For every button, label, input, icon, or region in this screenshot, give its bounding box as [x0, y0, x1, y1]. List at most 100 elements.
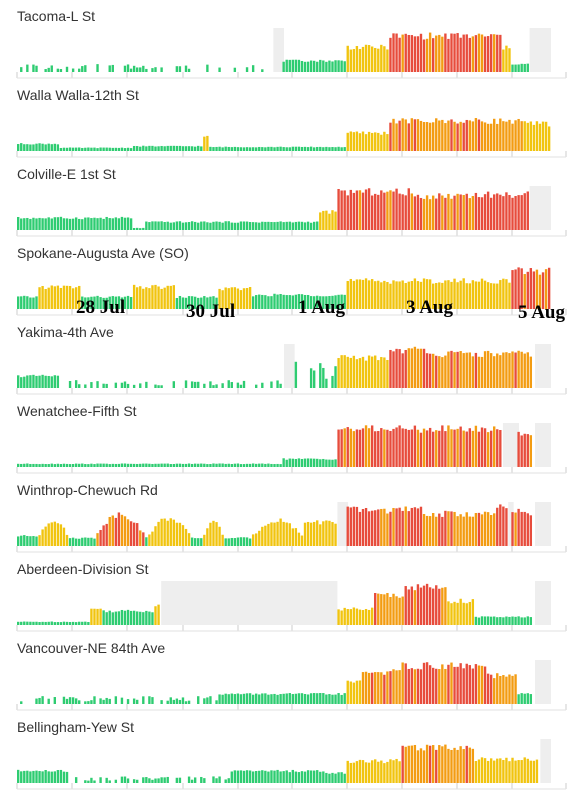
aqi-bar	[114, 296, 118, 309]
aqi-bar	[178, 777, 182, 783]
aqi-bar	[355, 608, 359, 625]
aqi-bar	[279, 464, 282, 467]
aqi-bar	[151, 463, 154, 467]
aqi-bar	[468, 198, 471, 230]
aqi-bar	[343, 607, 346, 625]
aqi-bar	[489, 353, 493, 388]
aqi-bar	[471, 36, 475, 72]
aqi-bar	[438, 34, 441, 72]
aqi-bar	[35, 621, 38, 625]
aqi-bar	[187, 463, 191, 467]
panel-title: Walla Walla-12th St	[17, 87, 139, 103]
aqi-bar	[20, 535, 23, 546]
aqi-bar	[26, 296, 29, 309]
aqi-bar	[270, 522, 273, 546]
aqi-bar	[105, 147, 108, 151]
aqi-bar	[108, 698, 111, 704]
aqi-bar	[438, 430, 441, 467]
aqi-bar	[450, 33, 453, 72]
aqi-bar	[480, 514, 484, 546]
aqi-bar	[398, 120, 401, 151]
aqi-bar	[139, 530, 142, 546]
aqi-bar	[65, 463, 69, 467]
aqi-bar	[450, 511, 453, 546]
aqi-bar	[221, 290, 224, 309]
aqi-bar	[520, 268, 523, 309]
panel-bar-chart	[16, 581, 567, 632]
aqi-bar	[441, 516, 444, 546]
aqi-bar	[151, 531, 154, 546]
aqi-bar	[404, 428, 407, 467]
aqi-bar	[111, 463, 114, 467]
aqi-bar	[23, 770, 26, 783]
aqi-bar	[102, 218, 105, 230]
aqi-bar	[68, 147, 72, 151]
aqi-bar	[474, 192, 478, 230]
aqi-bar	[389, 511, 392, 546]
aqi-bar	[236, 463, 240, 467]
aqi-bar	[316, 693, 319, 704]
aqi-bar	[261, 463, 264, 467]
aqi-bar	[96, 218, 99, 230]
aqi-bar	[267, 146, 270, 151]
aqi-bar	[264, 770, 267, 783]
aqi-bar	[422, 750, 426, 783]
no-data-block	[284, 344, 295, 388]
aqi-bar	[44, 289, 47, 309]
aqi-bar	[291, 458, 295, 467]
aqi-bar	[44, 526, 47, 546]
aqi-bar	[139, 67, 142, 72]
aqi-bar	[401, 280, 404, 309]
aqi-bar	[352, 607, 356, 625]
aqi-bar	[303, 458, 307, 467]
aqi-bar	[20, 377, 23, 388]
aqi-bar	[419, 197, 423, 230]
aqi-bar	[32, 217, 35, 230]
aqi-bar	[337, 146, 340, 151]
aqi-bar	[355, 506, 359, 546]
aqi-bar	[322, 296, 325, 309]
aqi-bar	[508, 119, 511, 151]
aqi-bar	[431, 38, 435, 72]
aqi-bar	[108, 218, 111, 230]
aqi-bar	[538, 123, 542, 151]
aqi-bar	[312, 147, 316, 151]
aqi-bar	[276, 380, 279, 388]
aqi-bar	[493, 760, 496, 783]
aqi-bar	[541, 121, 545, 151]
aqi-bar	[462, 34, 465, 72]
aqi-bar	[349, 609, 352, 625]
aqi-bar	[511, 64, 514, 72]
aqi-bar	[279, 146, 282, 151]
aqi-bar	[276, 221, 279, 230]
aqi-bar	[392, 428, 395, 467]
aqi-bar	[87, 147, 90, 151]
aqi-bar	[20, 296, 23, 309]
aqi-bar	[160, 67, 163, 72]
aqi-bar	[319, 363, 322, 388]
aqi-bar	[178, 221, 182, 230]
aqi-bar	[35, 218, 38, 230]
aqi-bar	[32, 297, 35, 309]
aqi-bar	[38, 464, 41, 467]
aqi-bar	[316, 520, 319, 546]
aqi-bar	[374, 593, 377, 625]
aqi-bar	[374, 510, 377, 546]
aqi-bar	[74, 538, 78, 546]
aqi-bar	[193, 221, 197, 230]
aqi-bar	[459, 598, 462, 625]
aqi-bar	[215, 146, 218, 151]
aqi-bar	[370, 607, 374, 625]
aqi-bar	[374, 193, 377, 230]
aqi-bar	[435, 118, 438, 151]
aqi-bar	[300, 458, 304, 467]
aqi-bar	[108, 610, 111, 625]
aqi-bar	[486, 432, 490, 467]
aqi-bar	[151, 68, 154, 72]
aqi-bar	[471, 356, 475, 388]
aqi-bar	[166, 520, 169, 546]
aqi-bar	[258, 294, 261, 309]
aqi-bar	[258, 146, 261, 151]
aqi-bar	[398, 597, 401, 625]
aqi-bar	[56, 285, 60, 309]
